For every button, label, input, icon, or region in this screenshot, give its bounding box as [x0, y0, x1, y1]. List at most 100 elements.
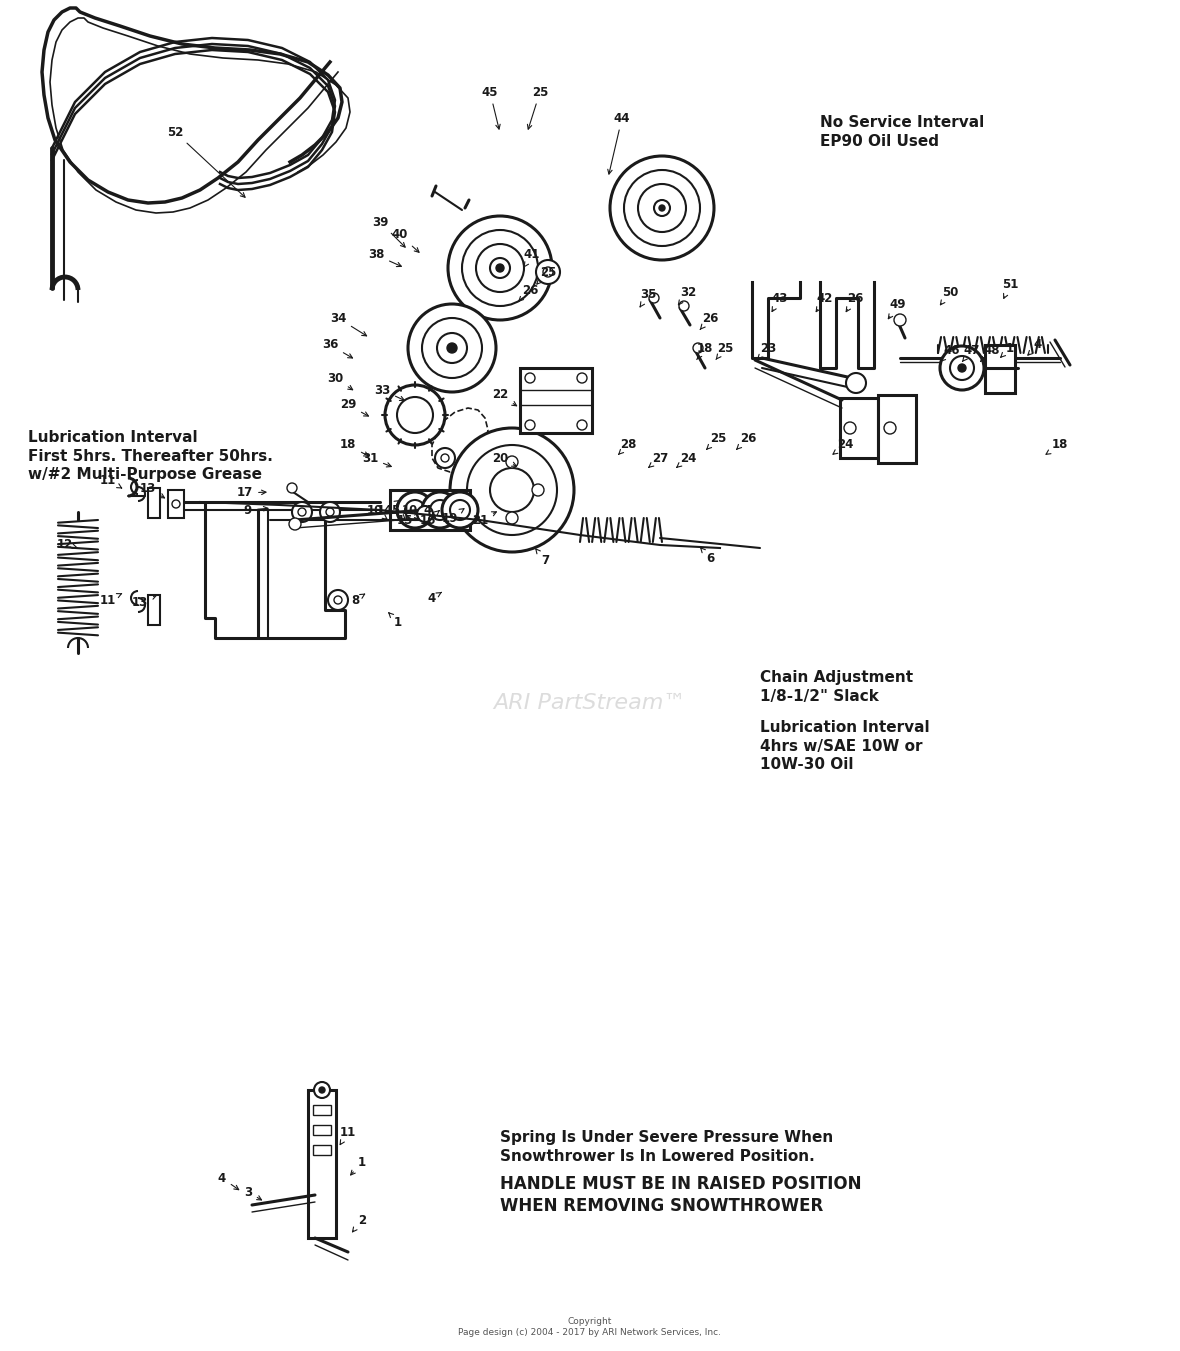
Text: 31: 31 [362, 451, 392, 467]
Text: 14: 14 [376, 501, 399, 516]
Circle shape [506, 512, 518, 524]
Circle shape [536, 259, 560, 284]
Text: 46: 46 [940, 343, 961, 362]
Text: 11: 11 [100, 593, 122, 607]
Text: 20: 20 [492, 451, 517, 466]
Circle shape [525, 420, 535, 430]
Circle shape [846, 373, 866, 393]
Circle shape [577, 373, 586, 382]
Text: 11: 11 [340, 1125, 356, 1144]
Bar [520, 367, 592, 434]
Text: 1: 1 [388, 613, 402, 628]
Text: 10: 10 [402, 504, 419, 519]
Text: 13: 13 [140, 481, 164, 499]
Text: 26: 26 [846, 292, 864, 312]
Text: 27: 27 [649, 451, 668, 467]
Circle shape [958, 363, 966, 372]
Bar [308, 1090, 336, 1238]
Circle shape [422, 492, 458, 528]
Text: 23: 23 [758, 342, 776, 359]
Circle shape [417, 507, 433, 521]
Circle shape [435, 449, 455, 467]
Text: 8: 8 [350, 593, 365, 607]
Text: 5: 5 [391, 504, 405, 519]
Bar [148, 488, 160, 517]
Text: 9: 9 [244, 504, 268, 516]
Circle shape [649, 293, 658, 303]
Text: 21: 21 [472, 512, 497, 527]
Circle shape [894, 313, 906, 326]
Text: 52: 52 [166, 126, 245, 197]
Text: 17: 17 [237, 486, 266, 500]
Circle shape [678, 301, 689, 311]
Text: 11: 11 [100, 473, 122, 488]
Text: 26: 26 [700, 312, 719, 330]
Text: 18: 18 [340, 439, 368, 457]
Circle shape [442, 492, 478, 528]
Bar [313, 1125, 332, 1135]
Text: 49: 49 [889, 299, 906, 319]
Text: 22: 22 [492, 389, 517, 405]
Text: 18: 18 [1045, 439, 1068, 454]
Text: 24: 24 [833, 439, 853, 454]
Circle shape [450, 428, 573, 553]
Text: 4: 4 [218, 1171, 238, 1190]
Text: 34: 34 [330, 312, 367, 336]
Text: 28: 28 [618, 439, 636, 454]
Text: 40: 40 [392, 228, 419, 253]
Text: 42: 42 [817, 292, 833, 312]
Circle shape [396, 492, 433, 528]
Bar [313, 1146, 332, 1155]
Text: 6: 6 [701, 549, 714, 565]
Circle shape [291, 503, 312, 521]
Text: 26: 26 [518, 284, 538, 301]
Circle shape [287, 484, 297, 493]
Text: 3: 3 [244, 1185, 262, 1200]
Circle shape [448, 216, 552, 320]
Circle shape [289, 517, 301, 530]
Circle shape [844, 422, 856, 434]
Text: ARI PartStream™: ARI PartStream™ [493, 693, 687, 712]
Circle shape [654, 200, 670, 216]
Text: 15: 15 [396, 511, 417, 527]
Text: 39: 39 [372, 216, 405, 247]
Text: 30: 30 [327, 372, 353, 390]
Text: 4: 4 [428, 592, 441, 604]
Circle shape [884, 422, 896, 434]
Circle shape [525, 373, 535, 382]
Text: Lubrication Interval
4hrs w/SAE 10W or
10W-30 Oil: Lubrication Interval 4hrs w/SAE 10W or 1… [760, 720, 930, 773]
Text: 25: 25 [716, 342, 733, 359]
Circle shape [328, 590, 348, 611]
Text: 18: 18 [696, 342, 713, 359]
Text: 45: 45 [481, 85, 500, 130]
Circle shape [940, 346, 984, 390]
Circle shape [385, 385, 445, 444]
Circle shape [532, 484, 544, 496]
Text: 43: 43 [772, 292, 788, 312]
Bar [840, 399, 878, 458]
Circle shape [490, 258, 510, 278]
Circle shape [172, 500, 181, 508]
Text: 38: 38 [368, 249, 401, 266]
Text: 16: 16 [420, 511, 439, 527]
Bar [148, 594, 160, 626]
Text: 1: 1 [350, 1155, 366, 1175]
Circle shape [319, 1088, 324, 1093]
Text: 12: 12 [57, 538, 77, 550]
Text: Spring Is Under Severe Pressure When
Snowthrower Is In Lowered Position.: Spring Is Under Severe Pressure When Sno… [500, 1129, 833, 1163]
Text: 47: 47 [963, 343, 981, 362]
Bar [313, 1105, 332, 1115]
Text: 24: 24 [677, 451, 696, 467]
Bar [985, 345, 1015, 393]
Text: Lubrication Interval
First 5hrs. Thereafter 50hrs.
w/#2 Multi-Purpose Grease: Lubrication Interval First 5hrs. Thereaf… [28, 430, 273, 482]
Circle shape [447, 343, 457, 353]
Text: 33: 33 [374, 384, 405, 400]
Circle shape [693, 343, 703, 353]
Bar [878, 394, 916, 463]
Circle shape [610, 155, 714, 259]
Text: 19: 19 [441, 509, 464, 524]
Text: 35: 35 [640, 289, 656, 307]
Text: 25: 25 [707, 431, 726, 450]
Circle shape [506, 457, 518, 467]
Text: 7: 7 [536, 549, 549, 566]
